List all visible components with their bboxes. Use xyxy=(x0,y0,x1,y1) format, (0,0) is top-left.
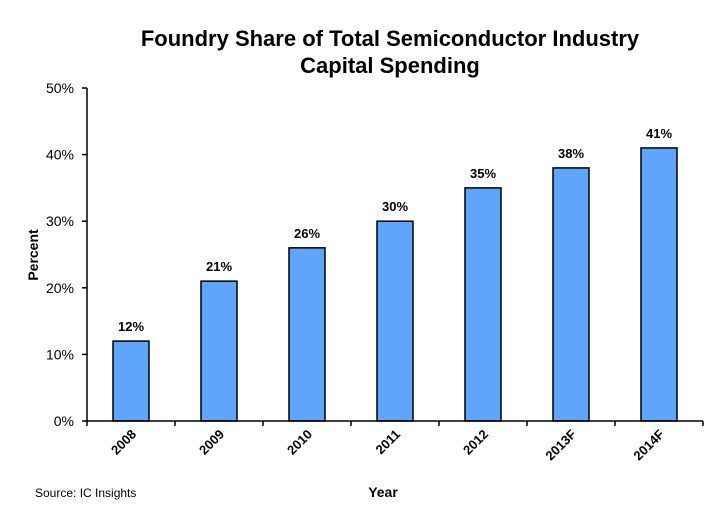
x-tick-label: 2011 xyxy=(373,427,404,458)
bar-2008 xyxy=(112,340,150,422)
source-note: Source: IC Insights xyxy=(35,486,137,500)
bar-2010 xyxy=(288,247,326,422)
x-tick-label: 2010 xyxy=(284,427,315,458)
y-tick-label: 20% xyxy=(46,280,74,296)
y-tick-label: 50% xyxy=(46,80,74,96)
chart-title-line1: Foundry Share of Total Semiconductor Ind… xyxy=(140,26,640,51)
data-label: 26% xyxy=(294,226,320,241)
data-label: 41% xyxy=(646,126,672,141)
x-tick-label: 2008 xyxy=(108,427,139,458)
bar-2009 xyxy=(200,280,238,422)
data-label: 21% xyxy=(206,259,232,274)
y-tick-label: 40% xyxy=(46,147,74,163)
x-tick-label: 2013F xyxy=(542,426,579,463)
data-label: 30% xyxy=(382,199,408,214)
x-tick-label: 2012 xyxy=(460,427,491,458)
chart-title: Foundry Share of Total Semiconductor Ind… xyxy=(0,25,718,79)
data-label: 38% xyxy=(558,146,584,161)
y-axis-label: Percent xyxy=(25,229,41,281)
data-label: 35% xyxy=(470,166,496,181)
data-label: 12% xyxy=(118,319,144,334)
y-tick-label: 30% xyxy=(46,213,74,229)
y-tick-label: 10% xyxy=(46,346,74,362)
bar-2013F xyxy=(552,167,590,422)
x-axis-label: Year xyxy=(368,484,398,500)
y-tick-label: 0% xyxy=(54,413,74,429)
bar-2014F xyxy=(640,147,678,422)
chart-title-line2: Capital Spending xyxy=(300,53,480,78)
x-tick-label: 2014F xyxy=(630,426,667,463)
bar-2011 xyxy=(376,220,414,422)
bar-2012 xyxy=(464,187,502,422)
x-tick-label: 2009 xyxy=(196,427,227,458)
